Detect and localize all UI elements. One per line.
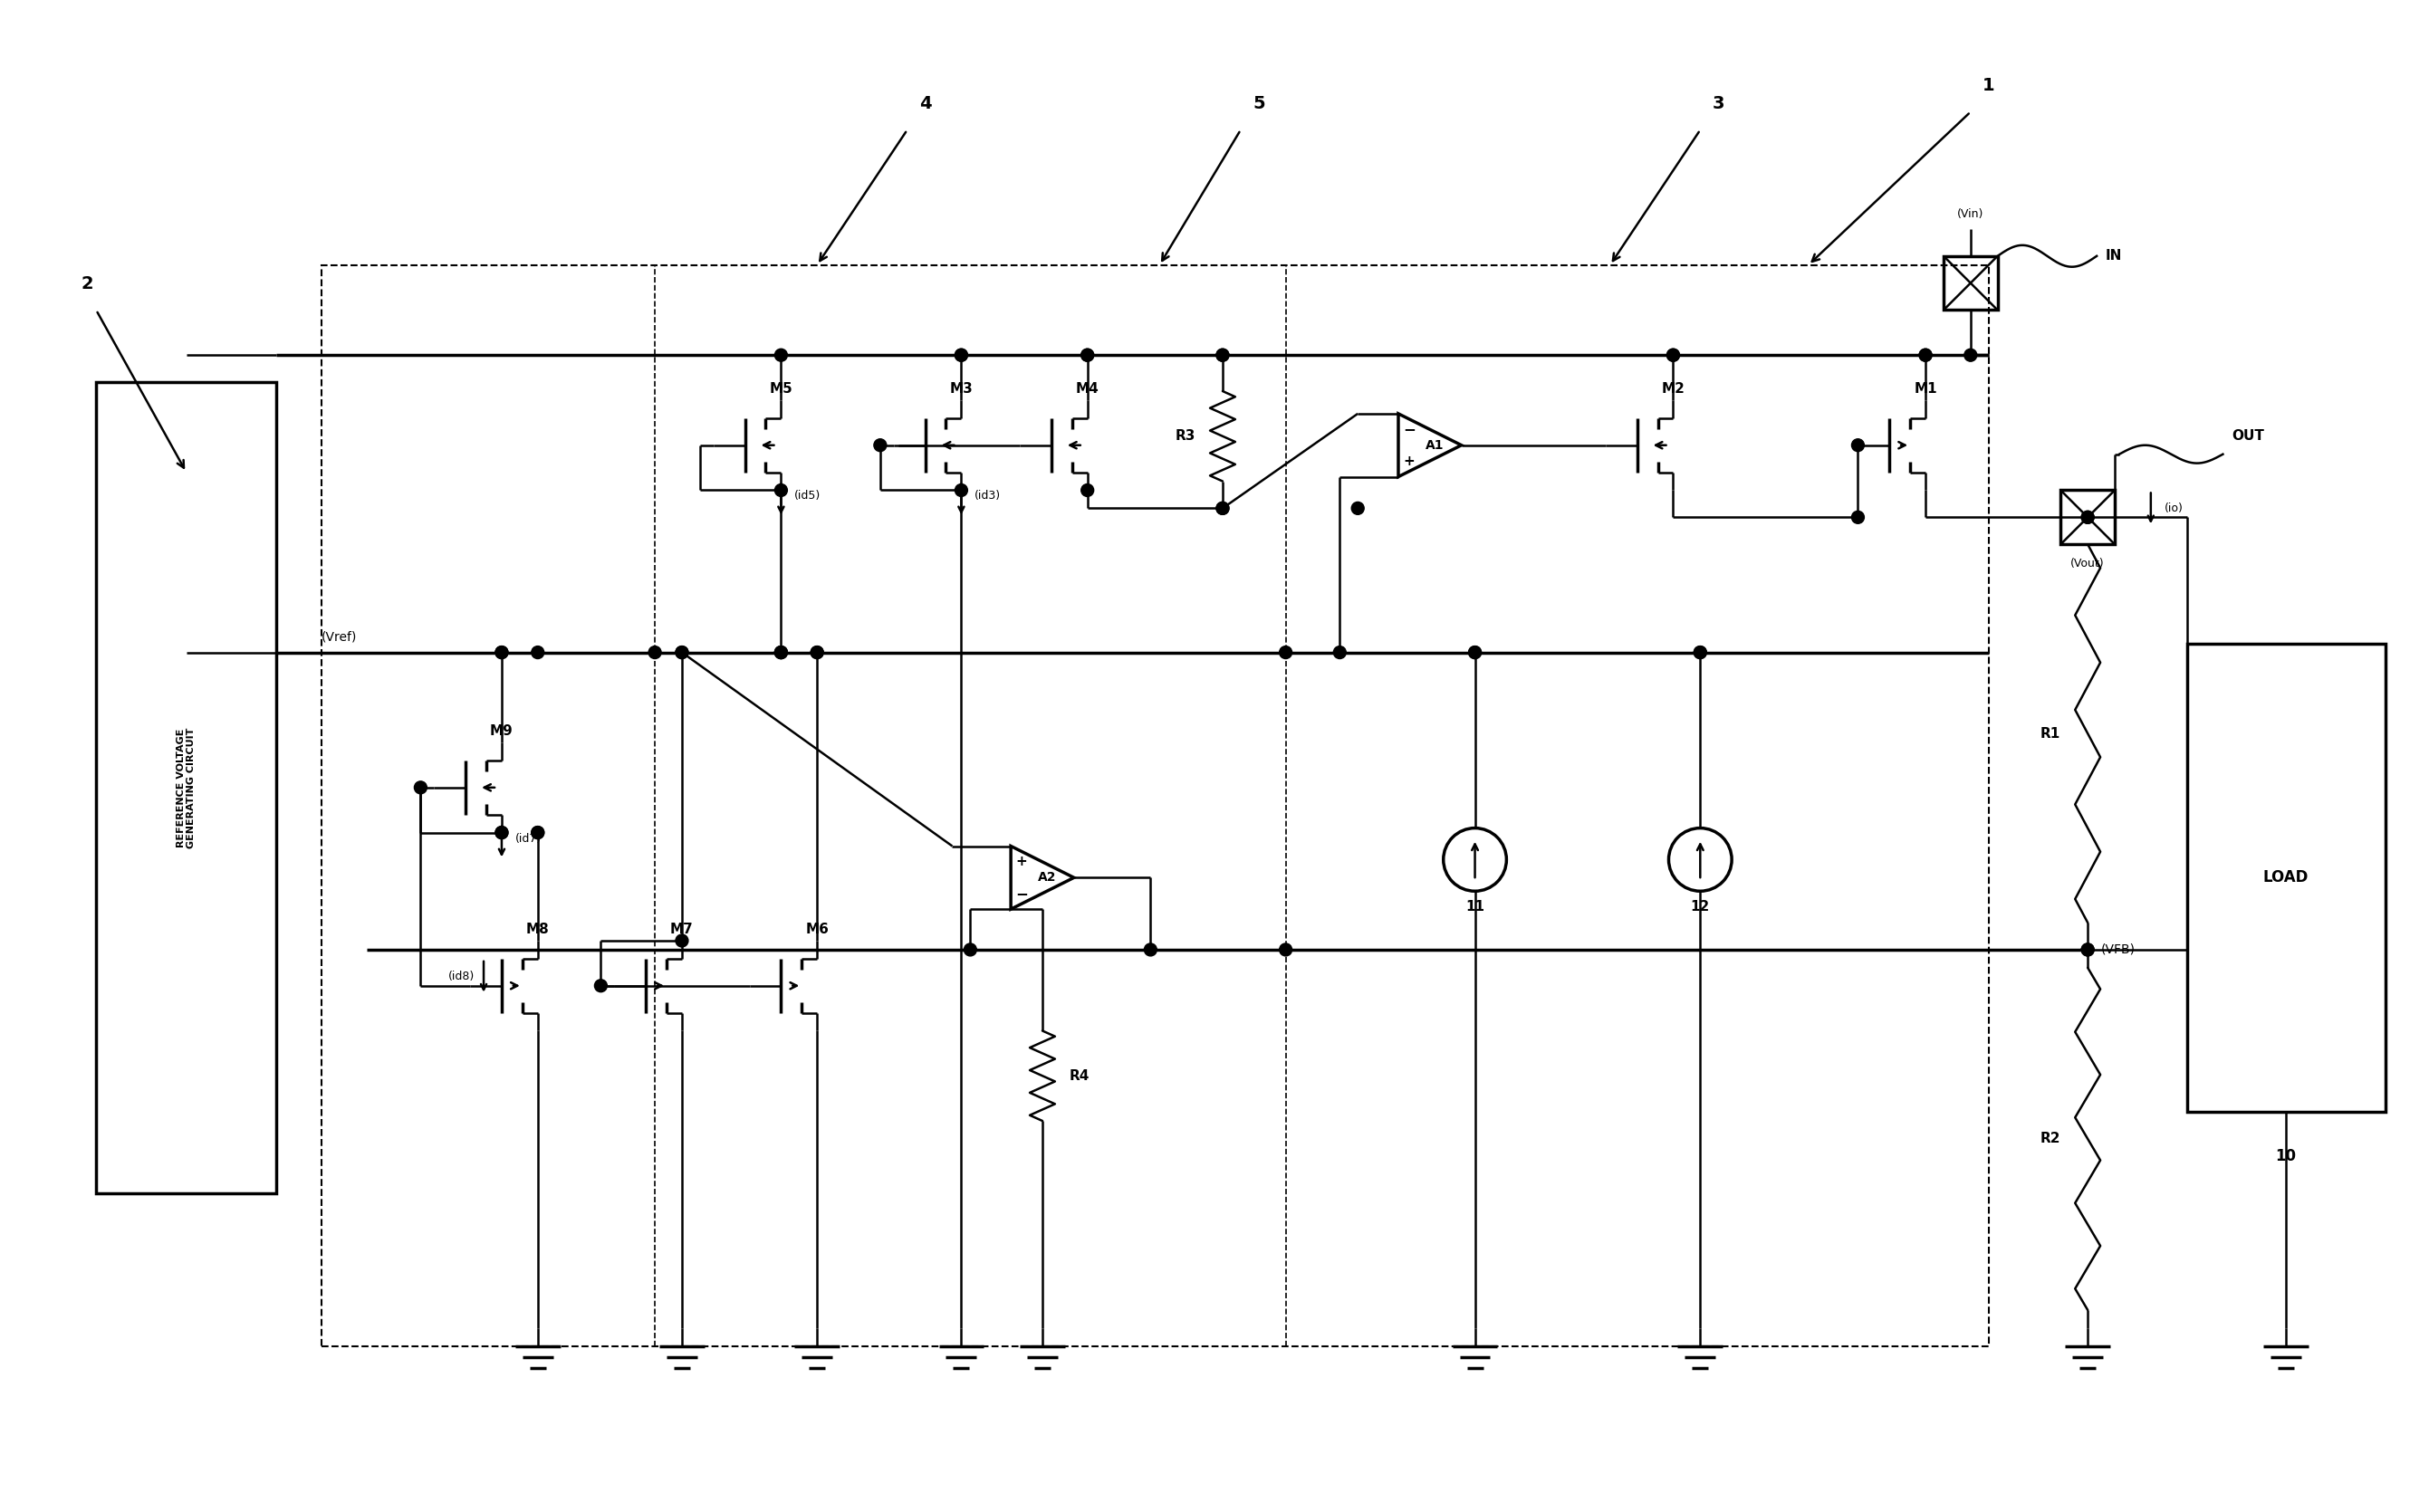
Text: A2: A2: [1037, 871, 1057, 885]
Circle shape: [532, 646, 544, 659]
Circle shape: [1965, 349, 1977, 361]
Text: IN: IN: [2106, 249, 2123, 263]
Circle shape: [811, 646, 823, 659]
Text: R3: R3: [1176, 429, 1195, 443]
Circle shape: [1081, 484, 1093, 496]
Text: (id3): (id3): [974, 490, 1001, 502]
Circle shape: [1666, 349, 1678, 361]
Text: (VFB): (VFB): [2101, 943, 2135, 956]
Text: +: +: [1015, 856, 1027, 868]
Bar: [2060, 490, 2116, 544]
Text: M1: M1: [1914, 383, 1936, 396]
Circle shape: [1081, 349, 1093, 361]
Circle shape: [964, 943, 976, 956]
Text: R1: R1: [2040, 727, 2060, 741]
Bar: [1943, 256, 1997, 310]
Text: (id5): (id5): [794, 490, 821, 502]
Bar: [97, 383, 277, 1193]
Circle shape: [1217, 349, 1229, 361]
Text: −: −: [1404, 422, 1416, 437]
Circle shape: [1851, 438, 1863, 452]
Text: (Vout): (Vout): [2070, 558, 2106, 570]
Text: M6: M6: [806, 922, 828, 936]
Bar: [2186, 644, 2385, 1111]
Text: R4: R4: [1069, 1069, 1091, 1083]
Circle shape: [775, 646, 787, 659]
Circle shape: [1470, 646, 1482, 659]
Circle shape: [649, 646, 661, 659]
Circle shape: [1217, 349, 1229, 361]
Circle shape: [2082, 511, 2094, 523]
Circle shape: [775, 646, 787, 659]
Circle shape: [1693, 646, 1708, 659]
Text: M5: M5: [770, 383, 792, 396]
Text: (io): (io): [2164, 502, 2184, 514]
Circle shape: [775, 484, 787, 496]
Text: OUT: OUT: [2232, 429, 2264, 443]
Circle shape: [874, 438, 887, 452]
Circle shape: [1919, 349, 1931, 361]
Circle shape: [496, 826, 508, 839]
Circle shape: [415, 782, 428, 794]
Circle shape: [1693, 646, 1708, 659]
Text: −: −: [1015, 885, 1027, 901]
Bar: [321, 265, 1989, 1346]
Circle shape: [1081, 349, 1093, 361]
Text: M2: M2: [1661, 383, 1686, 396]
Circle shape: [1919, 349, 1931, 361]
Circle shape: [1666, 349, 1678, 361]
Text: A1: A1: [1426, 438, 1443, 452]
Text: LOAD: LOAD: [2264, 869, 2310, 886]
Text: (Vref): (Vref): [321, 631, 357, 644]
Text: 1: 1: [1982, 77, 1994, 94]
Circle shape: [1280, 943, 1292, 956]
Text: +: +: [1404, 454, 1416, 467]
Circle shape: [1280, 646, 1292, 659]
Circle shape: [955, 349, 967, 361]
Text: REFERENCE VOLTAGE
GENERATING CIRCUIT: REFERENCE VOLTAGE GENERATING CIRCUIT: [177, 727, 197, 848]
Circle shape: [1470, 646, 1482, 659]
Circle shape: [1851, 511, 1863, 523]
Text: M3: M3: [950, 383, 974, 396]
Circle shape: [955, 349, 967, 361]
Circle shape: [1217, 502, 1229, 514]
Circle shape: [2082, 511, 2094, 523]
Circle shape: [532, 826, 544, 839]
Text: M9: M9: [491, 724, 513, 738]
Text: 3: 3: [1712, 95, 1725, 112]
Circle shape: [496, 646, 508, 659]
Text: M8: M8: [527, 922, 549, 936]
Circle shape: [595, 980, 607, 992]
Text: 2: 2: [80, 275, 92, 292]
Text: R2: R2: [2040, 1132, 2060, 1146]
Circle shape: [1217, 502, 1229, 514]
Circle shape: [496, 646, 508, 659]
Text: 12: 12: [1691, 900, 1710, 913]
Circle shape: [1334, 646, 1346, 659]
Text: M4: M4: [1076, 383, 1098, 396]
Text: 5: 5: [1253, 95, 1266, 112]
Circle shape: [1351, 502, 1365, 514]
Text: 10: 10: [2276, 1148, 2295, 1164]
Text: (id8): (id8): [449, 971, 474, 983]
Circle shape: [775, 646, 787, 659]
Text: M7: M7: [670, 922, 695, 936]
Circle shape: [955, 484, 967, 496]
Circle shape: [2082, 943, 2094, 956]
Text: (Vin): (Vin): [1958, 209, 1984, 219]
Text: (id7): (id7): [515, 833, 542, 844]
Text: 11: 11: [1465, 900, 1484, 913]
Text: 4: 4: [918, 95, 930, 112]
Circle shape: [675, 646, 687, 659]
Circle shape: [532, 826, 544, 839]
Circle shape: [675, 934, 687, 947]
Circle shape: [1144, 943, 1156, 956]
Circle shape: [496, 826, 508, 839]
Circle shape: [2082, 943, 2094, 956]
Circle shape: [675, 646, 687, 659]
Circle shape: [811, 646, 823, 659]
Circle shape: [775, 349, 787, 361]
